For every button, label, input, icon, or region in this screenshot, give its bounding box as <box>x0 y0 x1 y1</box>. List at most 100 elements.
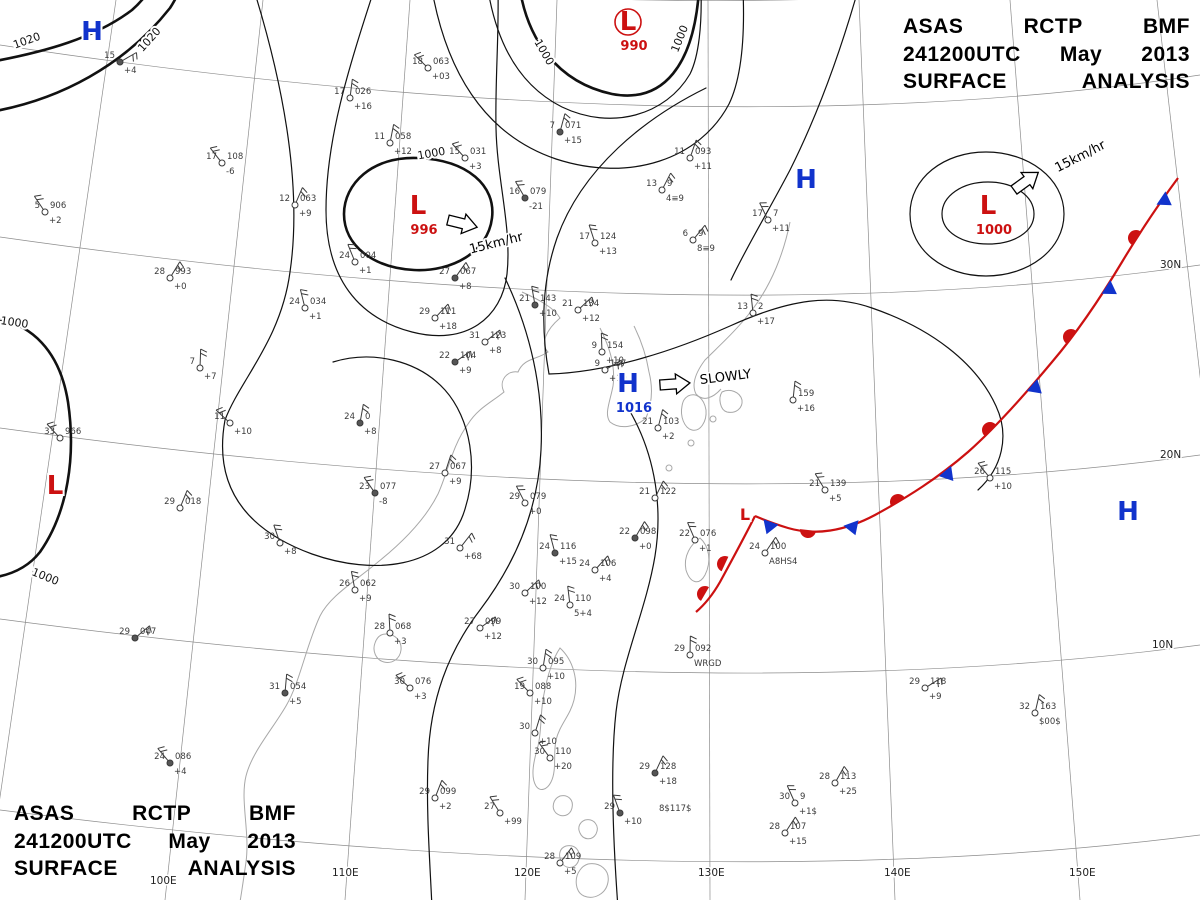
station-circle <box>176 504 184 512</box>
station-circle <box>226 419 234 427</box>
wind-barb <box>215 409 229 422</box>
wind-barb <box>1035 694 1040 711</box>
station-pressure: 110 <box>555 747 571 757</box>
wind-barb-tick <box>843 766 849 773</box>
station-circle <box>521 589 529 597</box>
station-pressure: 079 <box>530 187 546 197</box>
wind-barb-tick <box>531 285 539 289</box>
wind-barb-tick <box>535 582 539 590</box>
wind-barb <box>636 521 645 536</box>
station-circle <box>218 159 226 167</box>
wind-barb-tick <box>471 532 476 540</box>
isobar <box>543 87 1004 491</box>
station-dewpoint: +12 <box>394 147 412 157</box>
meridian-line <box>344 0 411 900</box>
warm-front-semicircle-icon <box>697 586 709 601</box>
wind-barb <box>759 202 768 218</box>
station-dewpoint: +11 <box>772 224 790 234</box>
station-dewpoint: +12 <box>529 597 547 607</box>
wind-barb-tick <box>751 297 759 302</box>
station-pressure: 018 <box>185 497 201 507</box>
station-temp: 17 <box>334 87 345 97</box>
station-circle <box>131 634 139 642</box>
wind-barb-tick <box>132 54 134 62</box>
coastlines <box>239 221 791 900</box>
station-circle <box>166 274 174 282</box>
wind-barb <box>436 303 449 317</box>
station-temp: 11 <box>214 412 225 422</box>
wind-barb <box>487 329 501 341</box>
station-temp: 21 <box>639 487 650 497</box>
isobar <box>0 0 177 112</box>
station-dewpoint: +2 <box>439 802 452 812</box>
station-circle <box>591 239 599 247</box>
station-plot: 17 026 +16 <box>334 78 372 112</box>
station-plot: 31 123 +8 <box>469 329 506 356</box>
station-circle <box>651 769 659 777</box>
cold-front-triangle-icon <box>1026 378 1042 394</box>
station-dewpoint: +10 <box>609 374 627 384</box>
station-circle <box>539 664 547 672</box>
wind-barb <box>792 381 796 398</box>
pressure-center-value: 990 <box>620 39 647 54</box>
station-circle <box>351 258 359 266</box>
wind-barb-tick <box>273 524 281 527</box>
meridian-line <box>164 0 264 900</box>
station-pressure: 993 <box>175 267 191 277</box>
coastline <box>559 845 580 868</box>
coastline <box>687 439 695 447</box>
chart-title-bottom-left: ASAS RCTP BMF 241200UTC May 2013 SURFACE ANAL… <box>14 800 296 883</box>
wind-barb-tick <box>468 536 473 543</box>
station-circle <box>616 809 624 817</box>
station-temp: 27 <box>484 802 495 812</box>
wind-barb <box>814 473 824 488</box>
isobar-label: 1020 <box>11 30 42 52</box>
station-plot: 29 079 +0 <box>509 485 546 517</box>
wind-barb-tick <box>452 141 460 145</box>
station-temp: 12 <box>279 194 290 204</box>
isobar <box>433 0 745 169</box>
wind-barb-tick <box>160 749 168 753</box>
station-plot: 24 116 +15 <box>539 534 577 567</box>
station-dewpoint: +18 <box>659 777 677 787</box>
cold-front-triangle-icon <box>938 465 954 481</box>
wind-barb-tick <box>494 616 498 624</box>
station-circle <box>574 306 582 314</box>
wind-barb-tick <box>815 472 823 475</box>
station-dewpoint: 5+4 <box>574 609 592 619</box>
wind-barb-tick <box>817 476 825 478</box>
wind-barb-tick <box>670 172 676 179</box>
station-pressure: 095 <box>548 657 564 667</box>
wind-barb-tick <box>392 128 399 133</box>
station-plot: 30 9 +1$ <box>779 785 817 817</box>
station-dewpoint: +5 <box>564 867 577 877</box>
station-plot: 31 +68 <box>444 532 482 562</box>
wind-barb-tick <box>46 421 54 425</box>
station-dewpoint: +9 <box>929 692 942 702</box>
wind-barb-tick <box>519 679 527 683</box>
station-plot: 21 103 +2 <box>642 409 679 442</box>
wind-barb-tick <box>301 293 309 296</box>
station-dewpoint: +15 <box>559 557 577 567</box>
station-circle <box>41 208 49 216</box>
wind-barb-tick <box>302 187 308 194</box>
station-temp: 13 <box>646 179 657 189</box>
station-pressure: 088 <box>535 682 551 692</box>
station-circle <box>351 586 359 594</box>
wind-barb-tick <box>977 461 985 464</box>
wind-barb-tick <box>794 384 801 390</box>
meridian-line <box>1156 0 1200 379</box>
station-dewpoint: +10 <box>539 309 557 319</box>
station-plot: 24 100 A8HS4 <box>749 536 797 567</box>
wind-barb <box>690 139 697 156</box>
coastline <box>532 647 577 790</box>
station-temp: 15 <box>449 147 460 157</box>
station-pressure: 063 <box>433 57 449 67</box>
station-dewpoint: +4 <box>599 574 612 584</box>
station-pressure: 104 <box>460 351 476 361</box>
station-plot: 22 076 +1 <box>679 522 716 554</box>
station-dewpoint: +18 <box>439 322 457 332</box>
wind-barb-tick <box>366 479 374 482</box>
